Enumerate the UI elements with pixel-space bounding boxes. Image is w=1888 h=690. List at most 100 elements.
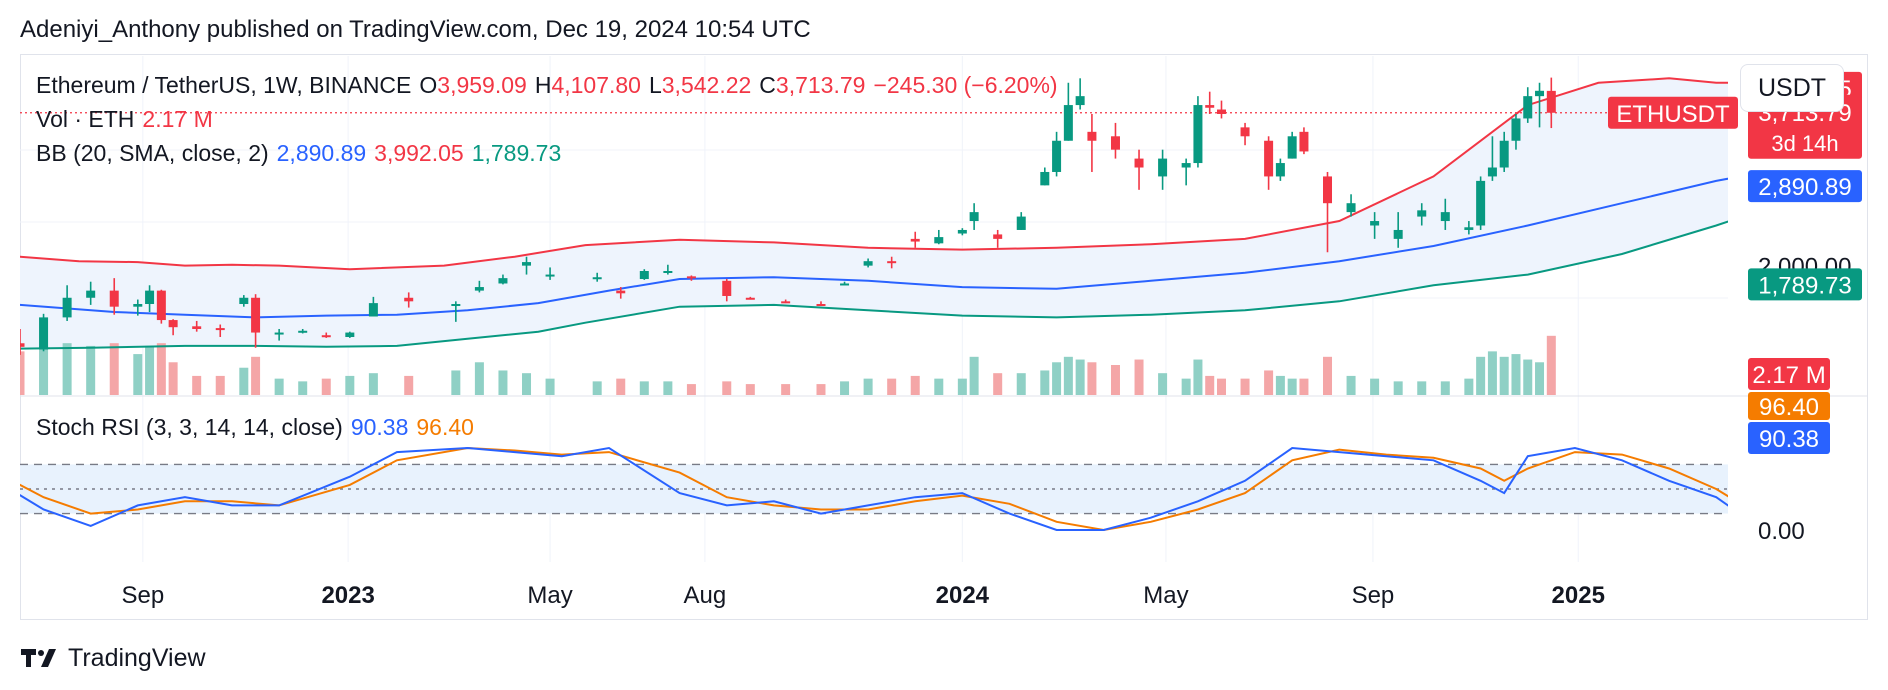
volume-bar <box>1040 370 1050 395</box>
volume-bar <box>1299 378 1309 395</box>
candle-body <box>663 270 673 273</box>
stoch-k-line <box>20 446 1728 531</box>
candle-body <box>910 238 920 242</box>
candle <box>1134 149 1144 190</box>
candle-body <box>298 330 308 333</box>
candle-body <box>321 335 331 338</box>
bb-legend: BB (20, SMA, close, 2) 2,890.89 3,992.05 1,… <box>36 140 569 167</box>
volume-bar <box>722 381 732 395</box>
volume-bar <box>1346 375 1356 395</box>
currency-button[interactable]: USDT <box>1740 64 1844 112</box>
volume-bar <box>1216 378 1226 395</box>
x-tick-label: 2024 <box>936 582 990 609</box>
candle <box>545 267 555 280</box>
volume-bar <box>498 370 508 395</box>
candle-body <box>1511 118 1521 141</box>
x-tick-label: Sep <box>1352 582 1395 609</box>
candle-body <box>1440 212 1450 222</box>
stoch-pane <box>20 446 1728 532</box>
candle <box>145 285 155 313</box>
candle <box>1299 127 1309 155</box>
candle-body <box>1240 127 1250 137</box>
volume-bar <box>1087 362 1097 395</box>
candle <box>251 294 261 348</box>
candle <box>1275 158 1285 181</box>
candle-body <box>887 261 897 264</box>
candle <box>863 258 873 268</box>
candle <box>192 320 202 332</box>
candle-body <box>745 297 755 300</box>
candle-body <box>934 237 944 244</box>
volume-bar <box>1275 375 1285 395</box>
price-pane <box>20 77 1728 395</box>
volume-bar <box>1240 378 1250 395</box>
volume-bar <box>368 373 378 395</box>
candle-body <box>156 290 166 321</box>
candle-body <box>192 326 202 329</box>
volume-bar <box>1546 335 1556 395</box>
candle-body <box>1299 131 1309 152</box>
ohlc-open: O3,959.09 <box>419 72 527 98</box>
bb-fill <box>20 78 1728 349</box>
candle <box>1535 82 1545 128</box>
volume-bar <box>1323 356 1333 395</box>
volume-bar <box>816 384 826 395</box>
basis-price-marker-text: 2,890.89 <box>1758 174 1851 201</box>
candle-body <box>993 234 1003 239</box>
x-tick-label: May <box>527 582 572 609</box>
candle <box>1075 78 1085 110</box>
volume-bar <box>168 362 178 395</box>
candle-body <box>498 278 508 284</box>
volume-legend-label[interactable]: Vol · ETH <box>36 106 135 132</box>
candle <box>840 281 850 286</box>
volume-bar <box>1052 362 1062 395</box>
volume-bar <box>934 378 944 395</box>
volume-bars <box>20 335 1556 395</box>
candle-body <box>1546 90 1556 113</box>
volume-marker-text: 2.17 M <box>1752 362 1825 389</box>
symbol-title[interactable]: Ethereum / TetherUS, 1W, BINANCE <box>36 72 412 98</box>
volume-bar <box>545 378 555 395</box>
volume-bar <box>1075 359 1085 395</box>
stoch-legend-label[interactable]: Stoch RSI (3, 3, 14, 14, close) <box>36 414 343 440</box>
footer-brand[interactable]: TradingView <box>68 643 206 672</box>
ohlc-low: L3,542.22 <box>648 72 752 98</box>
volume-bar <box>39 345 49 395</box>
candle <box>451 301 461 322</box>
candle-body <box>1370 221 1380 226</box>
volume-bar <box>957 378 967 395</box>
stoch-k-marker-bg <box>1748 422 1830 454</box>
volume-bar <box>1063 356 1073 395</box>
volume-bar <box>1511 354 1521 395</box>
volume-bar <box>1158 373 1168 395</box>
volume-bar <box>474 362 484 395</box>
bb-legend-label[interactable]: BB (20, SMA, close, 2) <box>36 140 269 166</box>
volume-bar <box>215 375 225 395</box>
candle-body <box>1499 140 1509 168</box>
volume-bar <box>86 345 96 395</box>
candle <box>1523 87 1533 123</box>
candle-body <box>863 261 873 266</box>
candle <box>1087 113 1097 172</box>
volume-bar <box>663 381 673 395</box>
tradingview-logo-icon[interactable] <box>20 646 60 670</box>
candle <box>957 228 967 236</box>
stoch-d-marker-text: 96.40 <box>1759 394 1819 421</box>
candle-body <box>251 297 261 333</box>
candle-body <box>545 274 555 277</box>
candle-body <box>1476 180 1486 226</box>
volume-bar <box>1134 359 1144 395</box>
volume-bar <box>1181 378 1191 395</box>
candle-body <box>1417 210 1427 217</box>
candle-body <box>451 304 461 307</box>
volume-bar <box>1193 359 1203 395</box>
candle <box>592 272 602 282</box>
candle-body <box>474 287 484 291</box>
candle-body <box>1275 163 1285 177</box>
bb-lower-line <box>20 220 1728 350</box>
volume-bar <box>192 375 202 395</box>
stoch-d-marker: 96.40 <box>1748 392 1830 421</box>
volume-bar <box>1287 378 1297 395</box>
candle <box>156 289 166 324</box>
